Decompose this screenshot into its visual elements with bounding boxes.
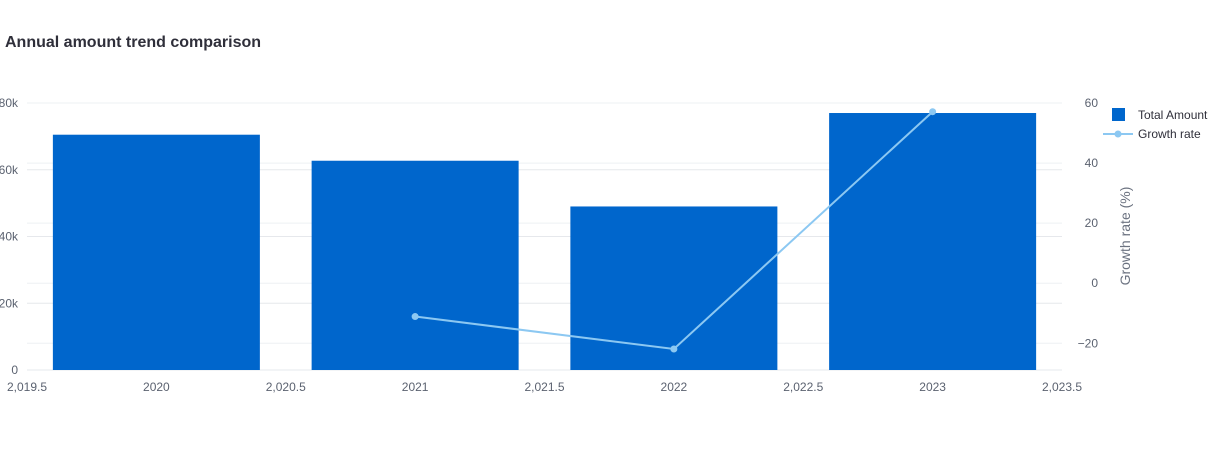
y-left-tick-label: 40k — [0, 230, 19, 244]
x-axis: 2,019.5 2020 2,020.5 2021 2,021.5 2022 2,022.5… — [7, 380, 1082, 394]
legend-label-total-amount: Total Amount — [1138, 108, 1208, 122]
legend: Total Amount Growth rate — [1103, 108, 1208, 141]
growth-point — [411, 313, 419, 321]
legend-swatch-point — [1114, 130, 1122, 138]
y-right-tick-label: −20 — [1078, 336, 1099, 350]
line-series — [411, 108, 937, 353]
legend-swatch-bar — [1112, 108, 1125, 121]
x-tick-label: 2023 — [919, 380, 946, 394]
y-axis-left: 0 20k 40k 60k 80k — [0, 96, 19, 377]
y-axis-right-title: Growth rate (%) — [1117, 187, 1133, 286]
x-tick-label: 2,020.5 — [266, 380, 306, 394]
x-tick-label: 2,023.5 — [1042, 380, 1082, 394]
x-tick-label: 2020 — [143, 380, 170, 394]
bar — [570, 206, 778, 370]
y-left-tick-label: 0 — [11, 363, 18, 377]
y-right-tick-label: 0 — [1091, 276, 1098, 290]
x-tick-label: 2021 — [402, 380, 429, 394]
y-right-tick-label: 40 — [1085, 156, 1099, 170]
y-left-tick-label: 60k — [0, 163, 19, 177]
bar — [829, 113, 1037, 370]
y-right-tick-label: 20 — [1085, 216, 1099, 230]
y-left-tick-label: 20k — [0, 296, 19, 310]
x-tick-label: 2,019.5 — [7, 380, 47, 394]
bar — [311, 160, 519, 370]
chart-title: Annual amount trend comparison — [5, 34, 262, 51]
bar — [52, 134, 260, 370]
legend-label-growth-rate: Growth rate — [1138, 127, 1201, 141]
bar-series — [52, 113, 1037, 370]
x-tick-label: 2022 — [661, 380, 688, 394]
y-left-tick-label: 80k — [0, 96, 19, 110]
y-axis-right: −20 0 20 40 60 — [1078, 96, 1099, 350]
y-right-tick-label: 60 — [1085, 96, 1099, 110]
x-tick-label: 2,022.5 — [783, 380, 823, 394]
growth-point — [670, 345, 678, 353]
growth-point — [929, 108, 937, 116]
x-tick-label: 2,021.5 — [524, 380, 564, 394]
